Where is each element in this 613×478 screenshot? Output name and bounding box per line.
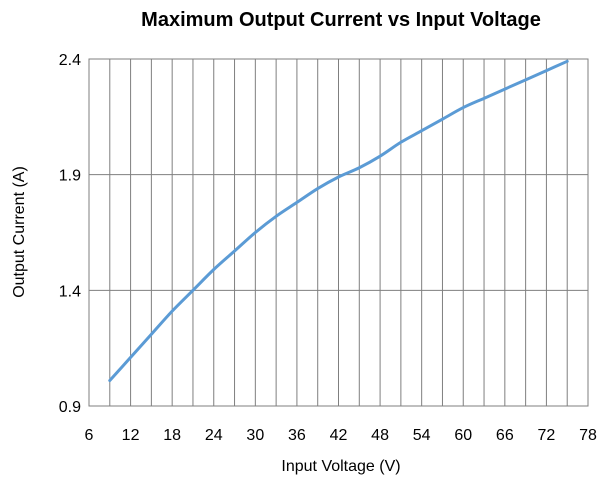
plot-area: [88, 58, 589, 407]
x-tick-label: 24: [205, 427, 223, 444]
series-layer: [108, 59, 569, 383]
x-tick-label: 6: [85, 427, 94, 444]
y-tick-label: 1.9: [59, 168, 81, 185]
x-tick-label: 48: [371, 427, 389, 444]
x-tick-label: 60: [454, 427, 472, 444]
series-line: [108, 59, 569, 383]
x-axis-ticks: 6 12 18 24 30 36 42 48 54 60 66 72 78: [85, 427, 597, 444]
y-tick-label: 1.4: [59, 283, 81, 300]
y-tick-label: 0.9: [59, 399, 81, 416]
x-tick-label: 12: [122, 427, 140, 444]
y-axis-label: Output Current (A): [11, 166, 28, 298]
x-tick-label: 66: [496, 427, 514, 444]
x-tick-label: 42: [330, 427, 348, 444]
y-tick-label: 2.4: [59, 52, 81, 69]
x-tick-label: 78: [579, 427, 597, 444]
y-axis-ticks: 0.9 1.4 1.9 2.4: [59, 52, 81, 416]
grid: [89, 59, 588, 406]
x-tick-label: 54: [413, 427, 431, 444]
chart-title: Maximum Output Current vs Input Voltage: [141, 9, 541, 31]
x-tick-label: 30: [246, 427, 264, 444]
x-axis-label: Input Voltage (V): [281, 458, 400, 475]
x-tick-label: 36: [288, 427, 306, 444]
x-tick-label: 18: [163, 427, 181, 444]
x-tick-label: 72: [538, 427, 556, 444]
